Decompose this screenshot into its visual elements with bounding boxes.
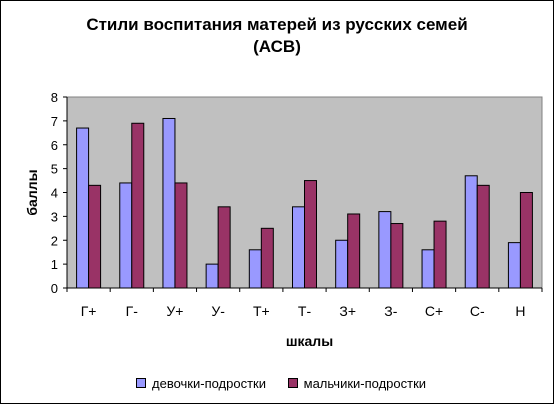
bar-boys xyxy=(260,227,274,289)
bar-boys xyxy=(304,180,317,289)
chart-title-line-1: Стили воспитания матерей из русских семе… xyxy=(86,15,468,34)
y-tick-label: 1 xyxy=(51,257,58,272)
x-tick-label: С+ xyxy=(425,303,443,319)
legend-label-boys: мальчики-подростки xyxy=(303,376,427,391)
x-tick-label: Г+ xyxy=(81,303,97,319)
y-tick-label: 2 xyxy=(51,233,58,248)
bar-girls xyxy=(292,206,305,289)
bar-boys xyxy=(174,182,188,289)
bar-girls xyxy=(76,127,90,289)
bar-boys xyxy=(131,122,145,289)
bar-girls xyxy=(464,175,478,289)
y-tick-label: 7 xyxy=(51,114,58,129)
bar-girls xyxy=(248,249,262,289)
y-tick-label: 0 xyxy=(51,281,58,296)
legend-swatch-boys xyxy=(287,378,298,388)
bar-boys xyxy=(519,192,533,289)
y-tick-label: 5 xyxy=(51,162,58,177)
y-tick-label: 4 xyxy=(51,186,58,201)
bar-girls xyxy=(205,263,219,289)
legend-item-boys: мальчики-подростки xyxy=(287,376,427,391)
bar-boys xyxy=(347,213,361,289)
y-tick-label: 6 xyxy=(51,138,58,153)
x-tick-label: Н xyxy=(515,303,525,319)
x-tick-label: С- xyxy=(470,303,485,319)
legend-item-girls: девочки-подростки xyxy=(136,376,266,391)
x-tick-label: З- xyxy=(384,303,397,319)
x-axis-title: шкалы xyxy=(286,333,333,349)
y-tick-label: 8 xyxy=(51,90,58,105)
bar-girls xyxy=(335,239,349,289)
bar-girls xyxy=(507,242,521,289)
bar-boys xyxy=(476,184,490,289)
legend: девочки-подростки мальчики-подростки xyxy=(136,376,444,391)
chart-title: Стили воспитания матерей из русских семе… xyxy=(0,14,554,58)
legend-swatch-girls xyxy=(136,378,146,388)
bar-girls xyxy=(119,182,133,289)
bar-boys xyxy=(390,223,404,289)
x-tick-label: Г- xyxy=(126,303,139,319)
bar-girls xyxy=(421,249,435,289)
legend-label-girls: девочки-подростки xyxy=(152,376,267,391)
x-tick-label: Т- xyxy=(298,303,312,319)
y-axis-title: баллы xyxy=(24,169,40,215)
bar-boys xyxy=(88,184,102,289)
x-tick-label: З+ xyxy=(339,303,356,319)
y-tick-label: 3 xyxy=(51,209,58,224)
x-tick-label: У- xyxy=(211,303,225,319)
chart-title-line-2: (АСВ) xyxy=(253,37,301,56)
bar-boys xyxy=(433,220,447,289)
bar-girls xyxy=(378,211,392,289)
x-tick-label: Т+ xyxy=(253,303,270,319)
bar-girls xyxy=(162,117,176,289)
x-tick-label: У+ xyxy=(166,303,183,319)
bar-boys xyxy=(217,206,231,289)
